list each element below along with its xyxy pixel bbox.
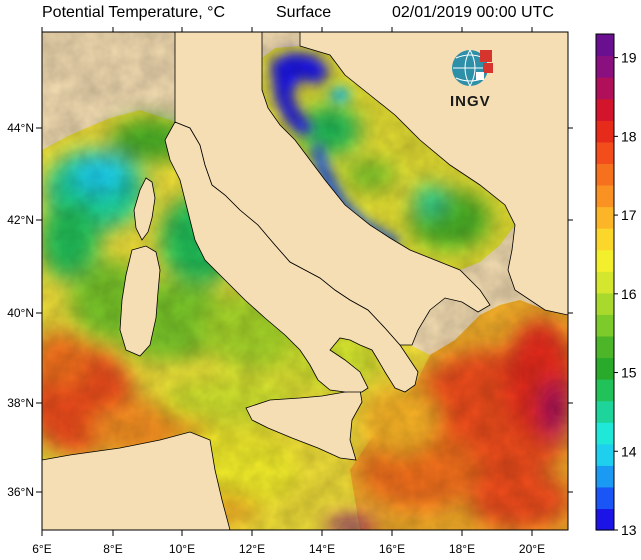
lon-tick-label: 14°E [309,542,335,556]
colorbar-swatch [596,465,614,488]
ingv-logo-text: INGV [450,93,491,110]
lat-tick-label: 40°N [7,306,34,320]
lon-tick-label: 20°E [519,542,545,556]
colorbar-swatch [596,292,614,315]
lon-tick-label: 16°E [379,542,405,556]
sicily-island [245,389,363,461]
ingv-logo: INGV [450,49,493,110]
colorbar-label: 13 [621,522,637,538]
colorbar-frame [595,33,615,531]
colorbar-swatch [596,486,614,510]
colorbar-swatch [596,206,614,229]
colorbar-label: 18 [621,128,637,144]
colorbar-swatch [596,314,614,337]
colorbar-swatch [596,163,614,186]
colorbar-label: 14 [621,443,637,459]
colorbar-label: 16 [621,286,637,302]
colorbar-label: 19 [621,50,637,66]
colorbar-swatch [596,422,614,445]
depth-level-label: Surface [276,4,332,21]
lat-tick-label: 38°N [7,396,34,410]
colorbar-swatch [596,400,614,423]
colorbar-swatch [596,228,614,251]
lon-tick-label: 8°E [103,542,122,556]
colorbar-swatch [596,34,614,57]
colorbar-swatch [596,379,614,402]
colorbar-label: 15 [621,365,637,381]
colorbar-swatch [596,98,614,121]
globe-icon [452,49,493,87]
lat-tick-label: 36°N [7,485,34,499]
sardinia-island [119,245,161,357]
colorbar: 19 18 17 16 15 14 13 [595,33,637,538]
lon-tick-label: 18°E [449,542,475,556]
lon-tick-label: 12°E [239,542,265,556]
colorbar-swatch [596,508,614,531]
colorbar-swatch [596,55,614,78]
colorbar-swatch [596,443,614,466]
colorbar-swatch [596,184,614,208]
africa-coastline [42,431,231,530]
map-title: Potential Temperature, °C [42,4,226,21]
colorbar-swatch [596,271,614,294]
corsica-island [133,177,156,241]
balkan-coastline [299,32,568,316]
lat-tick-label: 44°N [7,121,34,135]
map-plot-area [42,32,568,530]
lat-tick-label: 42°N [7,213,34,227]
colorbar-swatch [596,335,614,359]
colorbar-swatch [596,357,614,380]
colorbar-swatch [596,141,614,164]
axis-ticks: 6°E 8°E 10°E 12°E 14°E 16°E 18°E 20°E 44°N 42°N 40… [7,27,573,556]
colorbar-swatch [596,120,614,143]
lon-tick-label: 6°E [32,542,51,556]
datetime-label: 02/01/2019 00:00 UTC [392,4,554,21]
lon-tick-label: 10°E [169,542,195,556]
map-frame [41,31,569,531]
colorbar-swatch [596,249,614,272]
colorbar-swatch [596,77,614,100]
italy-east-coast [174,32,491,346]
colorbar-label: 17 [621,207,637,223]
